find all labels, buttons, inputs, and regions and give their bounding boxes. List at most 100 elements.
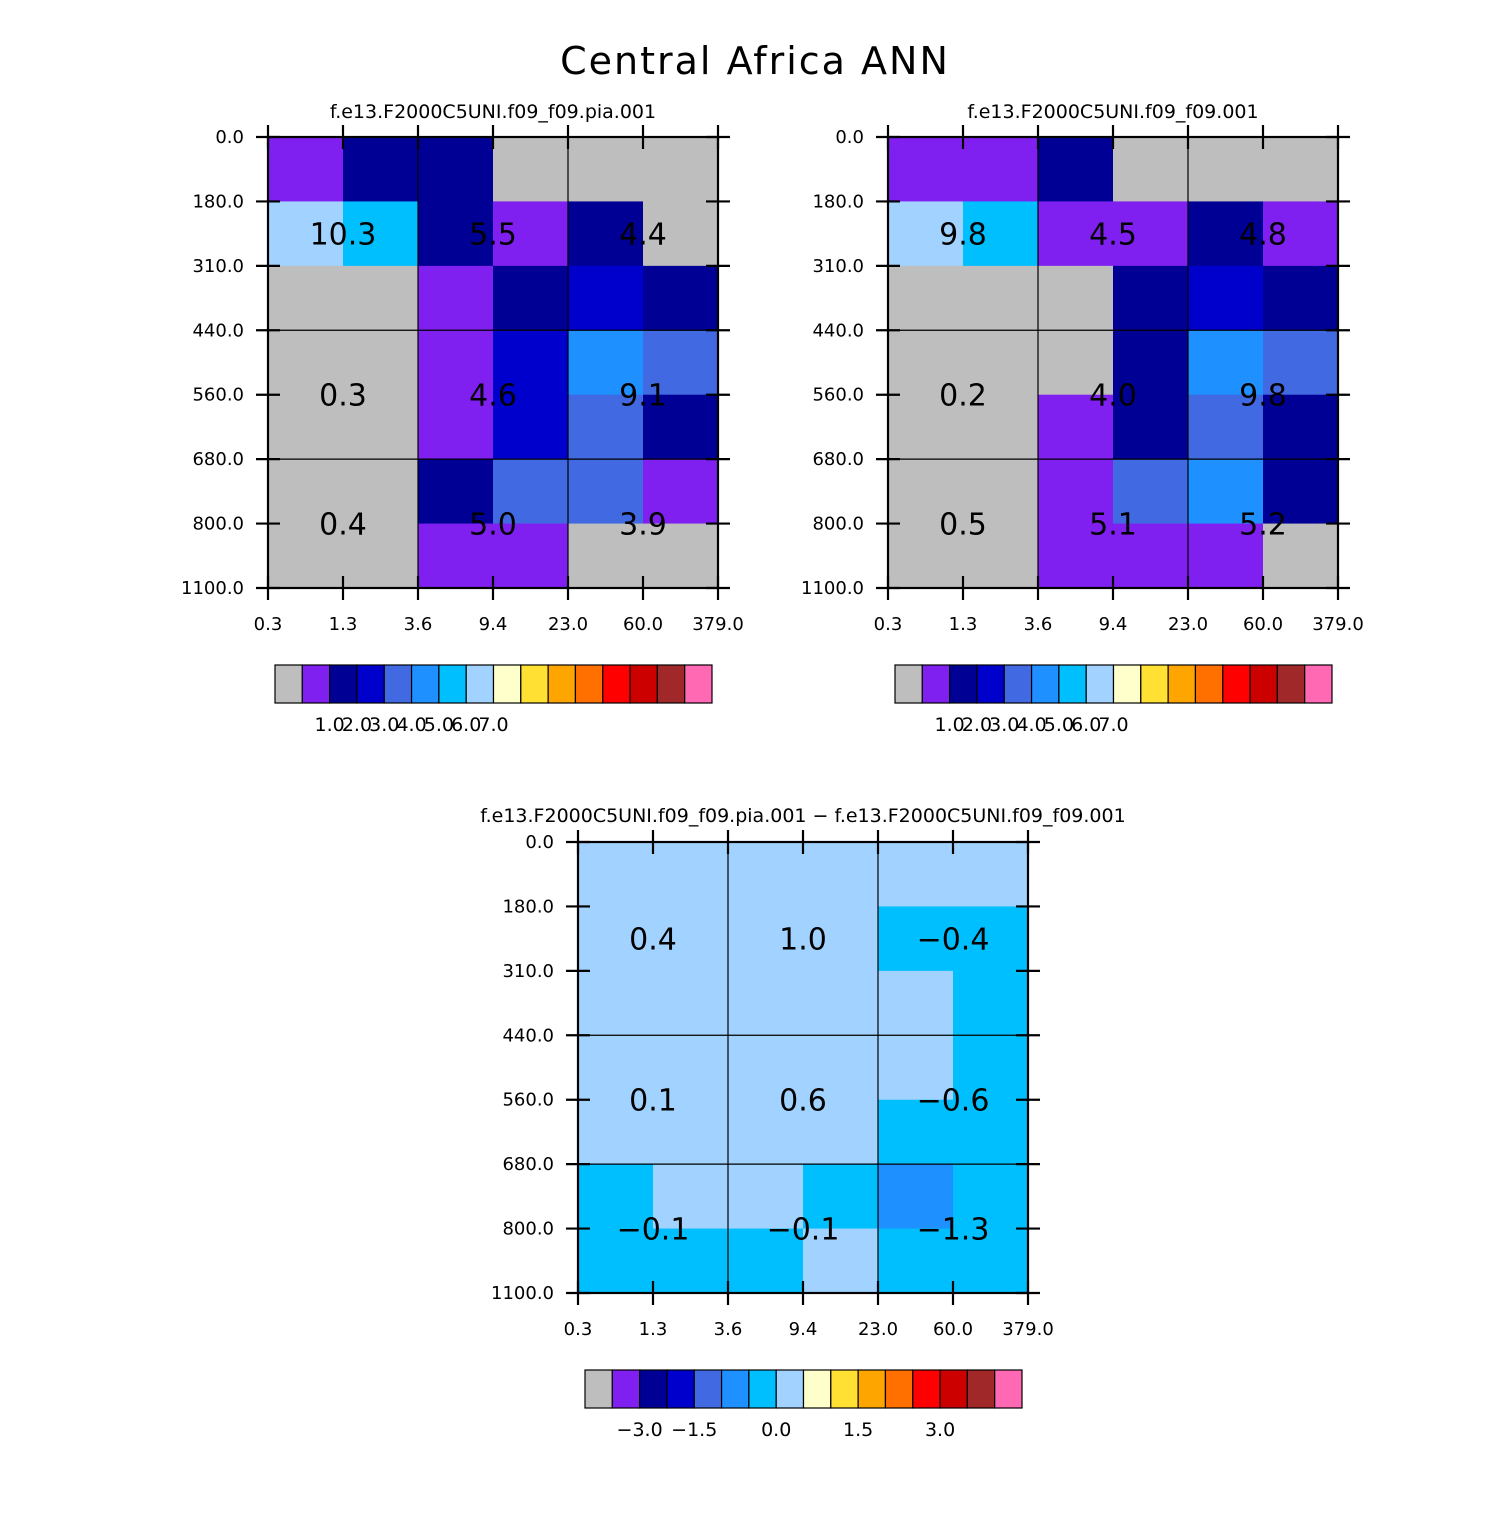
heatmap-cell: [643, 201, 719, 267]
region-total-label: 5.5: [469, 218, 517, 253]
region-total-label: 5.2: [1239, 508, 1287, 543]
colorbar-box: [629, 664, 658, 704]
colorbar-box: [857, 1369, 887, 1409]
colorbar-box: [1085, 664, 1115, 704]
y-tick-label: 560.0: [812, 385, 864, 406]
heatmap-cell: [568, 330, 644, 396]
heatmap-cell: [643, 137, 719, 203]
heatmap-cell: [1263, 330, 1339, 396]
region-total-label: 3.9: [619, 508, 667, 543]
heatmap-cell: [268, 523, 344, 589]
heatmap-cell: [493, 137, 569, 203]
heatmap-cell: [888, 201, 964, 267]
colorbar-box: [884, 1369, 914, 1409]
heatmap-cell: [268, 265, 344, 331]
colorbar-box: [1030, 664, 1060, 704]
colorbar-box: [1194, 664, 1224, 704]
heatmap-cell: [878, 842, 954, 908]
x-tick-label: 0.3: [874, 614, 903, 635]
region-total-label: −0.1: [617, 1213, 690, 1248]
y-tick-label: 560.0: [502, 1090, 554, 1111]
heatmap-cell: [653, 970, 729, 1036]
y-tick-label: 1100.0: [181, 578, 244, 599]
heatmap-cell: [1038, 137, 1114, 203]
colorbar-box: [329, 664, 358, 704]
colorbar-box: [802, 1369, 832, 1409]
colorbar-label: 5.0: [1044, 714, 1074, 736]
heatmap-cell: [953, 842, 1029, 908]
colorbar-label: 7.0: [478, 714, 508, 736]
x-tick-label: 0.3: [564, 1319, 593, 1340]
region-total-label: 0.4: [319, 508, 367, 543]
x-tick-label: 23.0: [858, 1319, 898, 1340]
y-tick-label: 680.0: [812, 449, 864, 470]
heatmap-cell: [878, 1099, 954, 1165]
heatmap-cell: [578, 906, 654, 972]
heatmap-bins: [888, 137, 1339, 589]
colorbar-label: 6.0: [451, 714, 481, 736]
y-tick-label: 180.0: [502, 896, 554, 917]
x-tick-label: 23.0: [1168, 614, 1208, 635]
y-tick-label: 180.0: [812, 191, 864, 212]
x-tick-label: 9.4: [1099, 614, 1128, 635]
main-title: Central Africa ANN: [560, 39, 950, 83]
heatmap-cell: [643, 523, 719, 589]
heatmap-cell: [1188, 201, 1264, 267]
colorbar-label: 4.0: [1016, 714, 1046, 736]
colorbar-box: [1003, 664, 1033, 704]
heatmap-cell: [343, 201, 419, 267]
heatmap-cell: [963, 459, 1039, 525]
colorbar-label: 0.0: [761, 1419, 791, 1441]
heatmap-cell: [578, 970, 654, 1036]
colorbar-box: [1249, 664, 1278, 704]
x-tick-label: 0.3: [254, 614, 283, 635]
heatmap-cell: [1263, 137, 1339, 203]
y-tick-label: 800.0: [502, 1219, 554, 1240]
colorbar: 1.02.03.04.05.06.07.0: [274, 664, 713, 736]
colorbar-box: [921, 664, 951, 704]
heatmap-cell: [953, 1035, 1029, 1101]
colorbar-box: [966, 1369, 996, 1409]
region-totals: 9.8 4.5 4.8 0.2 4.0 9.8 0.5 5.1 5.2: [939, 218, 1287, 543]
colorbar-box: [666, 1369, 695, 1409]
heatmap-cell: [653, 1035, 729, 1101]
heatmap-cell: [888, 459, 964, 525]
panel-title: f.e13.F2000C5UNI.f09_f09.pia.001: [330, 101, 656, 123]
heatmap-cell: [1113, 523, 1189, 589]
heatmap-cell: [963, 330, 1039, 396]
heatmap-cell: [568, 459, 644, 525]
heatmap-cell: [418, 201, 494, 267]
colorbar-box: [748, 1369, 777, 1409]
x-tick-label: 379.0: [1312, 614, 1364, 635]
heatmap-cell: [1113, 265, 1189, 331]
y-tick-label: 0.0: [525, 832, 554, 853]
colorbar-box: [611, 1369, 641, 1409]
colorbar-box: [520, 664, 549, 704]
heatmap-cell: [803, 1099, 879, 1165]
heatmap-cell: [578, 1164, 654, 1230]
colorbar-box: [1222, 664, 1251, 704]
region-total-label: 5.1: [1089, 508, 1137, 543]
heatmap-cell: [963, 201, 1039, 267]
y-tick-label: 440.0: [502, 1025, 554, 1046]
heatmap-cell: [728, 906, 804, 972]
heatmap-cell: [343, 523, 419, 589]
y-axis: 0.0 180.0 310.0 440.0 560.0 680.0 800.0 1100.0: [491, 832, 1040, 1304]
heatmap-cell: [418, 523, 494, 589]
heatmap-cell: [418, 137, 494, 203]
colorbar-box: [492, 664, 522, 704]
x-tick-label: 379.0: [692, 614, 744, 635]
colorbar-box: [274, 664, 303, 704]
region-total-label: −1.3: [917, 1213, 990, 1248]
heatmap-cell: [1038, 265, 1114, 331]
x-axis: 0.3 1.3 3.6 9.4 23.0 60.0 379.0: [874, 125, 1364, 635]
heatmap-cell: [343, 137, 419, 203]
y-tick-label: 180.0: [192, 191, 244, 212]
heatmap-cell: [568, 523, 644, 589]
colorbar: −3.0 −1.5 0.0 1.5 3.0: [584, 1369, 1023, 1441]
heatmap-cell: [963, 523, 1039, 589]
heatmap-cell: [803, 1164, 879, 1230]
y-tick-label: 310.0: [502, 961, 554, 982]
colorbar-box: [894, 664, 923, 704]
